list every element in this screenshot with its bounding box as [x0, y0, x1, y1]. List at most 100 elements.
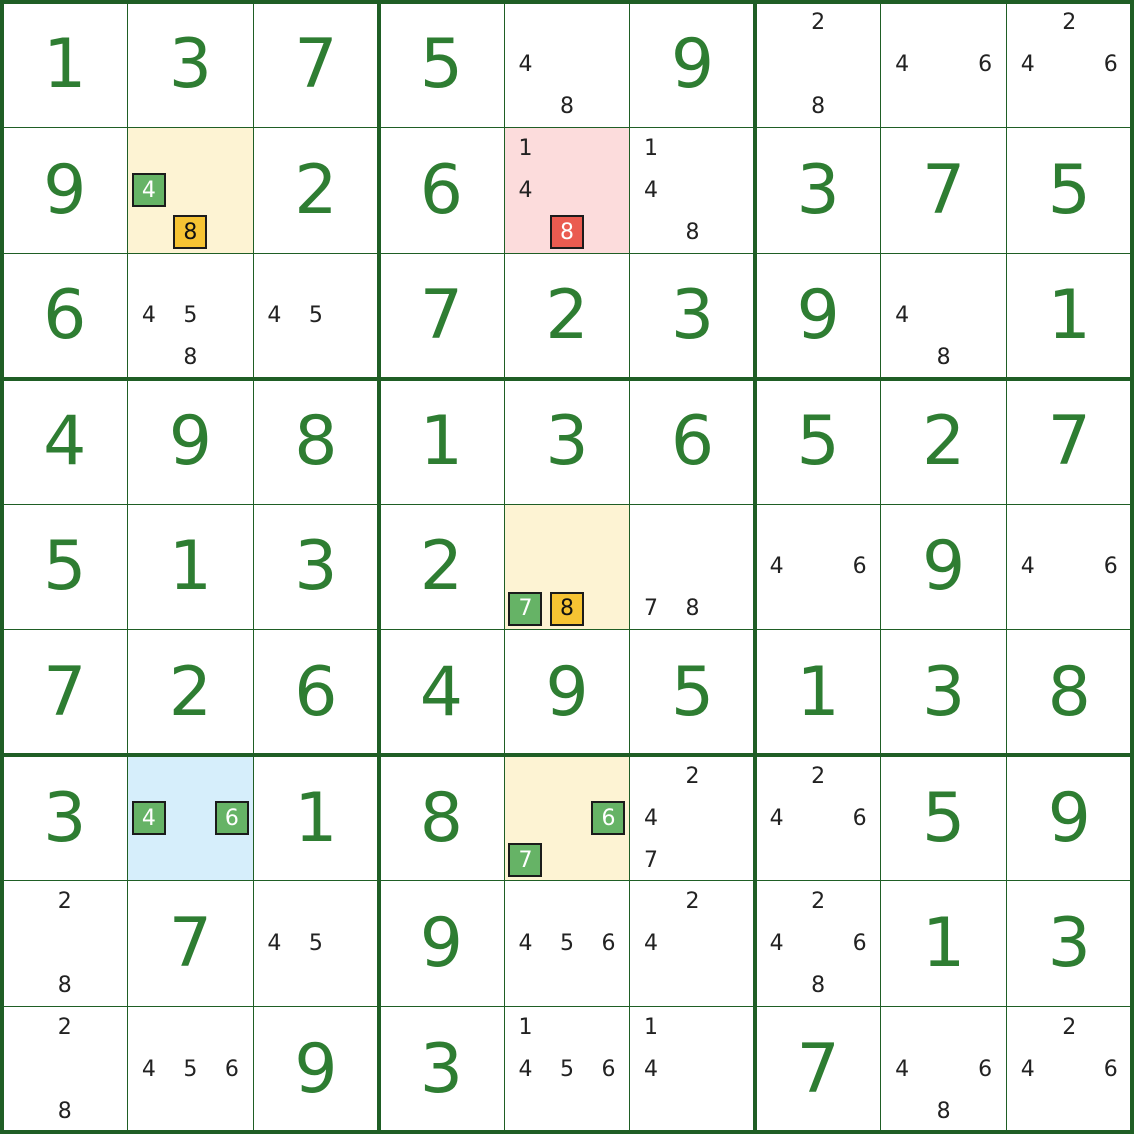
cell-r6c1[interactable]: 7: [2, 630, 128, 756]
cell-r1c2[interactable]: 3: [128, 2, 254, 128]
cell-r7c3[interactable]: 1: [253, 755, 379, 881]
cell-r5c4[interactable]: 2: [379, 504, 505, 630]
cell-r4c6[interactable]: 6: [630, 379, 756, 505]
given-digit: 7: [43, 653, 87, 733]
cell-r9c7[interactable]: 7: [755, 1006, 881, 1132]
cell-r4c5[interactable]: 3: [504, 379, 630, 505]
grid-line-h: [0, 880, 1134, 882]
cell-r7c4[interactable]: 8: [379, 755, 505, 881]
cell-r3c9[interactable]: 1: [1006, 253, 1132, 379]
given-digit: 7: [419, 276, 464, 356]
given-digit: 4: [43, 401, 87, 481]
cell-r6c9[interactable]: 8: [1006, 630, 1132, 756]
cell-r8c9[interactable]: 3: [1006, 881, 1132, 1007]
cell-r6c3[interactable]: 6: [253, 630, 379, 756]
candidate-1: 1: [644, 135, 659, 161]
cell-r3c6[interactable]: 3: [630, 253, 756, 379]
cell-r9c8[interactable]: 4 6 8: [881, 1006, 1007, 1132]
cell-r6c2[interactable]: 2: [128, 630, 254, 756]
candidate-2: 2: [1062, 10, 1077, 36]
cell-r4c2[interactable]: 9: [128, 379, 254, 505]
cell-r5c1[interactable]: 5: [2, 504, 128, 630]
candidate-2: 2: [811, 763, 826, 789]
cell-r2c9[interactable]: 5: [1006, 128, 1132, 254]
cell-r1c4[interactable]: 5: [379, 2, 505, 128]
candidate-8: 8: [811, 94, 826, 120]
cell-r7c9[interactable]: 9: [1006, 755, 1132, 881]
given-digit: 8: [294, 401, 338, 481]
cell-r8c2[interactable]: 7: [128, 881, 254, 1007]
cell-r7c7[interactable]: 2 4 6: [755, 755, 881, 881]
cell-r9c3[interactable]: 9: [253, 1006, 379, 1132]
cell-r1c1[interactable]: 1: [2, 2, 128, 128]
cell-r1c3[interactable]: 7: [253, 2, 379, 128]
cell-r8c4[interactable]: 9: [379, 881, 505, 1007]
cell-r3c4[interactable]: 7: [379, 253, 505, 379]
cell-r6c8[interactable]: 3: [881, 630, 1007, 756]
candidate-4: 4: [267, 303, 282, 329]
cell-r7c1[interactable]: 3: [2, 755, 128, 881]
cell-r6c5[interactable]: 9: [504, 630, 630, 756]
cell-r7c8[interactable]: 5: [881, 755, 1007, 881]
box-border-v: [376, 0, 381, 1134]
cell-r6c6[interactable]: 5: [630, 630, 756, 756]
cell-r4c4[interactable]: 1: [379, 379, 505, 505]
cell-r1c9[interactable]: 2 4 6: [1006, 2, 1132, 128]
cell-r1c6[interactable]: 9: [630, 2, 756, 128]
cell-r5c3[interactable]: 3: [253, 504, 379, 630]
cell-r4c1[interactable]: 4: [2, 379, 128, 505]
cell-r4c9[interactable]: 7: [1006, 379, 1132, 505]
cell-r5c2[interactable]: 1: [128, 504, 254, 630]
candidate-5: 5: [183, 303, 198, 329]
cell-r2c3[interactable]: 2: [253, 128, 379, 254]
grid-line-v: [629, 0, 631, 1134]
cell-r2c8[interactable]: 7: [881, 128, 1007, 254]
candidate-4: 4: [644, 177, 659, 203]
cell-r5c8[interactable]: 9: [881, 504, 1007, 630]
cell-r4c8[interactable]: 2: [881, 379, 1007, 505]
cell-r2c7[interactable]: 3: [755, 128, 881, 254]
given-digit: 3: [294, 527, 338, 607]
candidate-7: 7: [644, 596, 659, 622]
candidate-7-highlight-green: 7: [508, 591, 543, 626]
cell-r3c1[interactable]: 6: [2, 253, 128, 379]
cell-r6c4[interactable]: 4: [379, 630, 505, 756]
cell-r6c7[interactable]: 1: [755, 630, 881, 756]
candidate-2: 2: [685, 763, 700, 789]
cell-r4c7[interactable]: 5: [755, 379, 881, 505]
cell-r4c3[interactable]: 8: [253, 379, 379, 505]
cell-r9c4[interactable]: 3: [379, 1006, 505, 1132]
cell-r3c5[interactable]: 2: [504, 253, 630, 379]
given-digit: 7: [796, 1029, 840, 1109]
cell-r9c9[interactable]: 2 4 6: [1006, 1006, 1132, 1132]
cell-r3c7[interactable]: 9: [755, 253, 881, 379]
cell-r2c4[interactable]: 6: [379, 128, 505, 254]
cell-r2c1[interactable]: 9: [2, 128, 128, 254]
cell-r8c8[interactable]: 1: [881, 881, 1007, 1007]
cell-r3c2[interactable]: 4 5 8: [128, 253, 254, 379]
